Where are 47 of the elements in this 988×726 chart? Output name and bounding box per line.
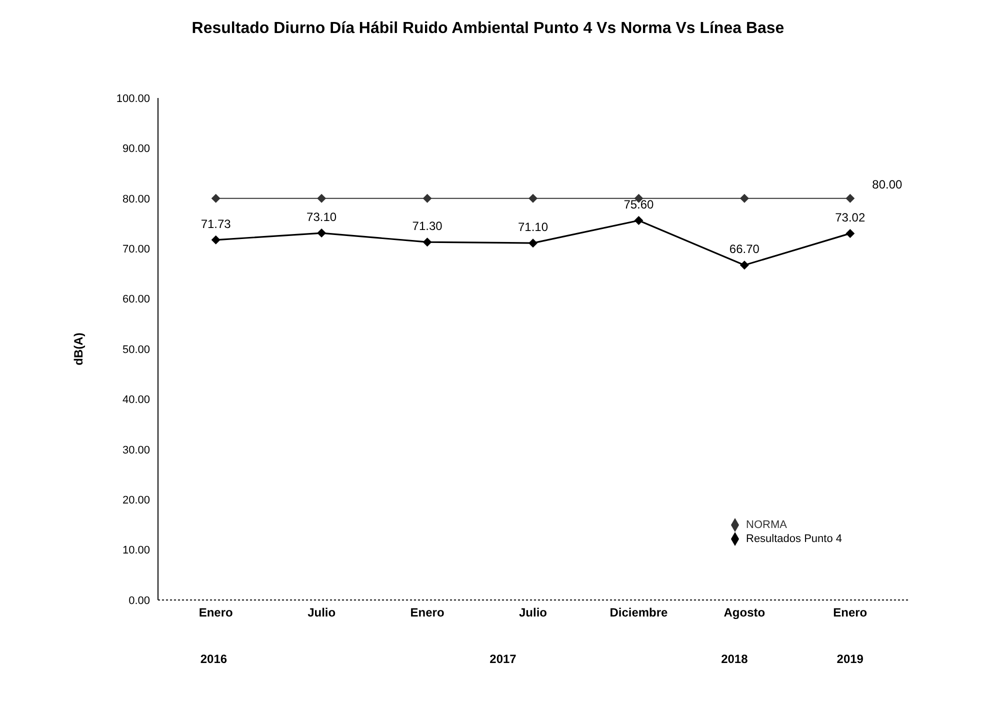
- text: 2019: [836, 652, 864, 666]
- point: [317, 194, 326, 203]
- y-tick-label: 10.00: [122, 544, 150, 557]
- text: 2018: [720, 652, 749, 666]
- y-tick-label: 60.00: [122, 294, 150, 306]
- data-label: 71.30: [412, 219, 443, 234]
- point: [846, 228, 855, 238]
- point: [528, 194, 538, 203]
- data-label: 71.73: [200, 216, 232, 231]
- legend-label: NORMA: [746, 518, 787, 531]
- x-tick-label: Enero: [410, 606, 444, 620]
- y-tick-label: 40.00: [122, 394, 150, 406]
- data-label: 66.70: [729, 242, 760, 256]
- y-tick-label: 50.00: [122, 344, 150, 356]
- point: [740, 260, 749, 270]
- point: [846, 194, 855, 203]
- y-tick-label: 90.00: [122, 143, 150, 156]
- y-tick-label: 30.00: [122, 444, 150, 456]
- data-label: 75.60: [624, 197, 654, 212]
- y-tick-label: 70.00: [122, 244, 150, 256]
- y-tick-label: 0.00: [128, 594, 150, 607]
- point: [211, 194, 220, 203]
- x-tick-label: Enero: [833, 606, 868, 620]
- data-label: 80.00: [872, 177, 902, 192]
- point: [422, 194, 432, 203]
- data-label: 73.02: [835, 210, 866, 224]
- x-tick-label: Diciembre: [610, 606, 668, 620]
- data-label: 73.10: [306, 210, 337, 224]
- y-axis-title: dB(A): [71, 332, 86, 366]
- chart-title: Resultado Diurno Día Hábil Ruido Ambiental Punto 4 Vs Norma Vs Línea Base: [190, 20, 786, 38]
- point: [317, 228, 326, 238]
- point: [634, 216, 644, 225]
- point: [211, 235, 220, 244]
- point: [528, 238, 538, 248]
- y-tick-label: 20.00: [122, 494, 150, 507]
- point: [740, 194, 749, 203]
- text: 2016: [199, 652, 228, 666]
- legend-label: Resultados Punto 4: [746, 532, 842, 545]
- y-tick-label: 80.00: [122, 193, 150, 206]
- x-tick-label: Agosto: [724, 606, 766, 620]
- x-tick-label: Enero: [198, 606, 233, 620]
- point: [422, 238, 432, 247]
- text: 2017: [488, 652, 518, 666]
- data-label: 71.10: [518, 220, 548, 234]
- x-tick-label: Julio: [518, 606, 548, 620]
- y-tick-label: 100.00: [116, 92, 150, 105]
- x-tick-label: Julio: [308, 606, 336, 620]
